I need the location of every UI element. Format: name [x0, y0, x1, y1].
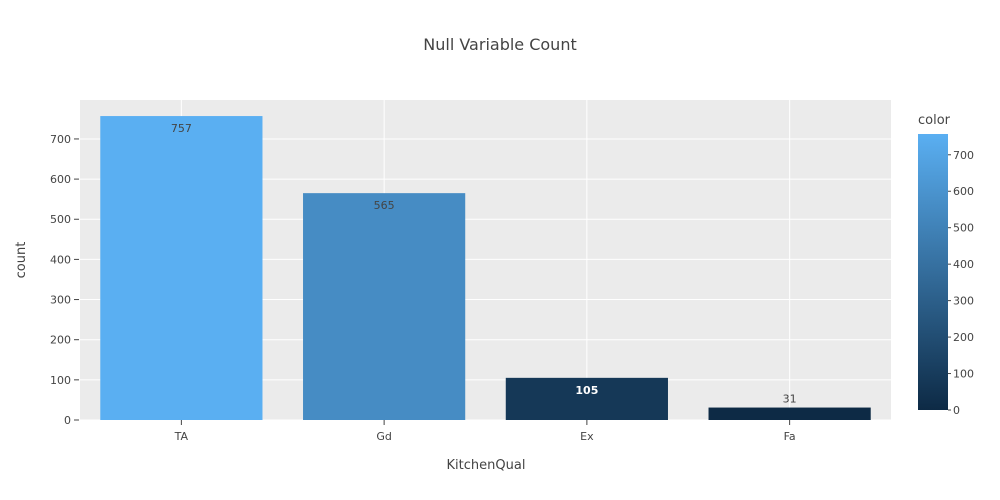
colorbar-tick-label: 600: [953, 185, 974, 198]
y-tick-label: 600: [50, 173, 71, 186]
x-tick-label: Gd: [376, 430, 392, 443]
bar-Fa[interactable]: [708, 407, 871, 420]
bars: [100, 116, 871, 420]
bar-Gd[interactable]: [303, 193, 466, 420]
chart-title: Null Variable Count: [423, 35, 576, 54]
x-tick-label: Fa: [784, 430, 796, 443]
y-tick-label: 700: [50, 133, 71, 146]
bar-Ex[interactable]: [505, 377, 668, 420]
colorbar-tick-label: 700: [953, 149, 974, 162]
y-axis-ticks: 0 100 200 300 400 500 600 700: [50, 133, 79, 427]
x-axis-ticks: TA Gd Ex Fa: [174, 420, 796, 443]
colorbar-ticks: 0 100 200 300 400 500 600 700: [948, 149, 974, 417]
y-tick-label: 100: [50, 374, 71, 387]
bar-data-label: 565: [374, 199, 395, 212]
bar-data-label: 105: [575, 384, 598, 397]
bar-data-label: 757: [171, 122, 192, 135]
colorbar-title: color: [918, 113, 951, 128]
y-tick-label: 200: [50, 334, 71, 347]
colorbar-tick-label: 200: [953, 331, 974, 344]
y-tick-label: 300: [50, 294, 71, 307]
y-tick-label: 0: [64, 414, 71, 427]
colorbar-tick-label: 100: [953, 368, 974, 381]
y-axis-title: count: [14, 242, 29, 279]
colorbar-tick-label: 300: [953, 295, 974, 308]
x-tick-label: TA: [174, 430, 189, 443]
y-tick-label: 500: [50, 213, 71, 226]
bar-TA[interactable]: [100, 116, 263, 420]
x-axis-title: KitchenQual: [447, 458, 526, 473]
bar-data-labels: 757 565 105 31: [171, 122, 797, 405]
bar-data-label: 31: [783, 393, 797, 406]
colorbar-tick-label: 500: [953, 222, 974, 235]
x-tick-label: Ex: [580, 430, 594, 443]
colorbar-tick-label: 0: [953, 404, 960, 417]
colorbar-tick-label: 400: [953, 258, 974, 271]
colorbar: [918, 134, 948, 410]
y-tick-label: 400: [50, 253, 71, 266]
